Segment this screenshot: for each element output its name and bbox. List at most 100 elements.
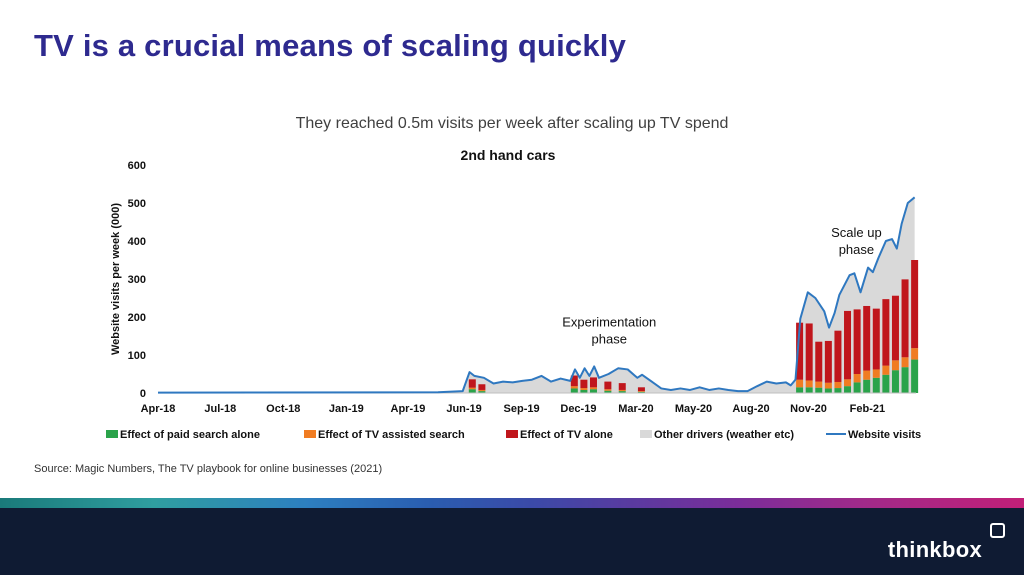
bar-paid-search <box>796 387 804 393</box>
bar-tv-alone <box>637 387 645 392</box>
bar-tv-assisted <box>478 389 486 392</box>
legend-label: Effect of TV assisted search <box>318 429 465 441</box>
x-tick-label: Dec-19 <box>560 403 596 415</box>
x-tick-label: Sep-19 <box>504 403 540 415</box>
bar-paid-search <box>834 388 842 393</box>
bar-tv-alone <box>891 295 899 361</box>
legend-label: Effect of paid search alone <box>120 429 260 441</box>
bar-tv-alone <box>618 383 626 390</box>
x-tick-label: Jul-18 <box>204 403 236 415</box>
bar-tv-assisted <box>637 391 645 392</box>
bar-tv-alone <box>844 310 852 380</box>
bar-tv-alone <box>863 305 871 371</box>
bar-tv-alone <box>815 341 823 382</box>
bar-tv-alone <box>589 377 597 388</box>
y-tick-label: 0 <box>140 388 146 400</box>
website-visits-line <box>157 196 916 394</box>
bar-tv-assisted <box>882 365 890 375</box>
bar-tv-assisted <box>901 357 909 368</box>
y-axis-label: Website visits per week (000) <box>110 203 122 355</box>
bar-paid-search <box>911 359 919 393</box>
bar-tv-alone <box>796 322 804 380</box>
bar-paid-search <box>580 389 588 393</box>
legend-label: Other drivers (weather etc) <box>654 429 794 441</box>
y-tick-label: 100 <box>128 350 146 362</box>
bar-paid-search <box>570 388 578 393</box>
bar-paid-search <box>882 374 890 393</box>
bar-tv-alone <box>911 260 919 349</box>
bar-tv-alone <box>824 340 832 383</box>
bar-paid-search <box>872 377 880 393</box>
bar-tv-assisted <box>891 360 899 371</box>
bar-paid-search <box>604 390 612 393</box>
annotation-text: phase <box>592 332 627 347</box>
bar-paid-search <box>478 391 486 393</box>
slide-title: TV is a crucial means of scaling quickly <box>34 28 627 63</box>
x-tick-label: Feb-21 <box>850 403 885 415</box>
footer-bar <box>0 508 1024 575</box>
bar-tv-assisted <box>834 381 842 389</box>
x-tick-label: Oct-18 <box>266 403 300 415</box>
legend-label: Website visits <box>848 429 921 441</box>
bar-paid-search <box>901 367 909 393</box>
bar-tv-assisted <box>853 374 861 383</box>
chart: 2nd hand cars Website visits per week (00… <box>106 147 921 441</box>
bar-tv-alone <box>882 299 890 366</box>
bar-tv-alone <box>570 375 578 387</box>
bar-tv-assisted <box>824 382 832 389</box>
bar-tv-assisted <box>796 379 804 388</box>
bar-tv-alone <box>834 330 842 382</box>
x-tick-label: Jun-19 <box>446 403 481 415</box>
x-tick-label: May-20 <box>675 403 712 415</box>
legend-swatch <box>640 430 652 438</box>
bar-tv-alone <box>468 379 476 388</box>
thinkbox-logo: thinkbox <box>887 537 982 562</box>
bar-paid-search <box>468 389 476 393</box>
bar-paid-search <box>805 387 813 393</box>
chart-subtitle: They reached 0.5m visits per week after … <box>295 115 729 132</box>
bar-tv-assisted <box>618 389 626 392</box>
bar-paid-search <box>844 386 852 393</box>
source-note: Source: Magic Numbers, The TV playbook f… <box>34 463 383 475</box>
bar-tv-alone <box>580 379 588 389</box>
y-tick-label: 300 <box>128 274 146 286</box>
x-tick-label: Nov-20 <box>790 403 827 415</box>
bar-tv-assisted <box>844 379 852 387</box>
bar-tv-alone <box>604 381 612 390</box>
bar-paid-search <box>853 382 861 393</box>
legend-label: Effect of TV alone <box>520 429 613 441</box>
bar-paid-search <box>618 391 626 393</box>
y-tick-label: 200 <box>128 312 146 324</box>
bar-tv-assisted <box>863 370 871 380</box>
bar-tv-alone <box>872 308 880 370</box>
x-tick-label: Apr-18 <box>141 403 176 415</box>
bar-tv-alone <box>853 309 861 374</box>
annotation-text: phase <box>839 242 874 257</box>
x-tick-label: Mar-20 <box>618 403 653 415</box>
annotation-text: Experimentation <box>562 315 656 330</box>
bar-paid-search <box>824 388 832 393</box>
bar-tv-assisted <box>815 381 823 388</box>
legend-swatch <box>106 430 118 438</box>
chart-title: 2nd hand cars <box>461 147 556 163</box>
bar-tv-assisted <box>805 380 813 388</box>
bar-tv-assisted <box>589 387 597 390</box>
y-tick-label: 500 <box>128 198 146 210</box>
bar-tv-assisted <box>468 387 476 390</box>
bar-tv-assisted <box>580 388 588 390</box>
annotation-text: Scale up <box>831 225 882 240</box>
gradient-divider <box>0 498 1024 508</box>
y-tick-label: 600 <box>128 160 146 172</box>
bar-tv-assisted <box>604 389 612 391</box>
legend-swatch <box>304 430 316 438</box>
bar-paid-search <box>863 379 871 393</box>
bar-tv-alone <box>478 384 486 390</box>
bar-paid-search <box>637 391 645 393</box>
x-tick-label: Jan-19 <box>329 403 364 415</box>
bar-paid-search <box>815 387 823 393</box>
bar-paid-search <box>891 370 899 393</box>
bar-tv-alone <box>901 279 909 358</box>
bar-paid-search <box>589 389 597 393</box>
bar-tv-alone <box>805 323 813 381</box>
x-tick-label: Aug-20 <box>732 403 769 415</box>
